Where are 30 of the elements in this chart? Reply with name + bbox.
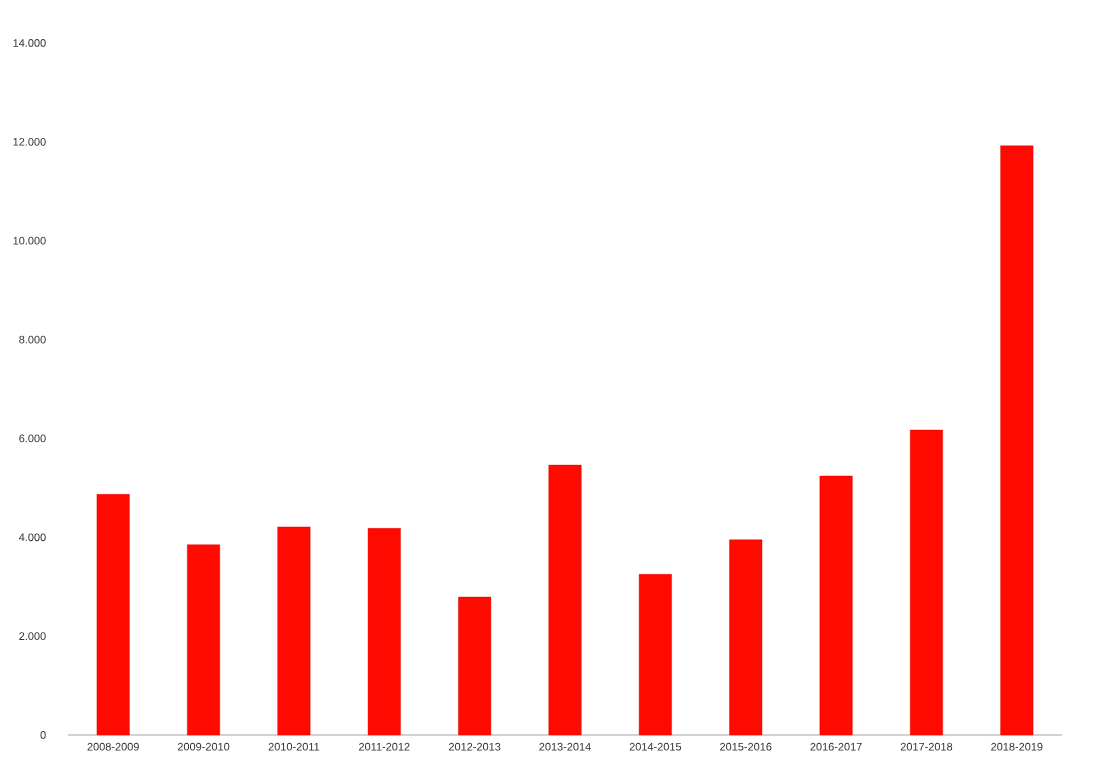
bar bbox=[548, 464, 582, 736]
bar bbox=[367, 528, 401, 736]
bar bbox=[910, 429, 943, 736]
bar bbox=[1000, 145, 1034, 736]
y-tick-label: 14.000 bbox=[13, 39, 46, 47]
y-tick-label: 2.000 bbox=[19, 632, 46, 641]
x-tick-label: 2016-2017 bbox=[810, 742, 862, 751]
x-tick-label: 2012-2013 bbox=[448, 742, 501, 751]
x-tick-label: 2013-2014 bbox=[539, 742, 591, 751]
y-tick-label: 10.000 bbox=[13, 236, 46, 245]
x-tick-label: 2018-2019 bbox=[991, 742, 1043, 751]
bar bbox=[819, 475, 853, 736]
x-tick-label: 2010-2011 bbox=[268, 742, 320, 751]
bar bbox=[458, 596, 492, 736]
x-tick-label: 2008-2009 bbox=[87, 742, 139, 751]
y-tick-label: 8.000 bbox=[19, 335, 46, 344]
bar bbox=[96, 494, 130, 736]
x-tick-label: 2011-2012 bbox=[359, 742, 410, 751]
bar bbox=[187, 544, 221, 736]
x-tick-label: 2009-2010 bbox=[177, 742, 230, 751]
x-tick-label: 2017-2018 bbox=[900, 742, 953, 751]
bar bbox=[277, 526, 311, 736]
y-tick-label: 4.000 bbox=[18, 533, 46, 542]
bar bbox=[638, 574, 672, 736]
y-tick-label: 0 bbox=[40, 731, 46, 739]
y-tick-label: 6.000 bbox=[19, 434, 46, 443]
x-tick-label: 2014-2015 bbox=[629, 742, 682, 751]
bar bbox=[729, 539, 763, 736]
x-tick-label: 2015-2016 bbox=[720, 742, 772, 751]
y-tick-label: 12.000 bbox=[13, 137, 46, 146]
